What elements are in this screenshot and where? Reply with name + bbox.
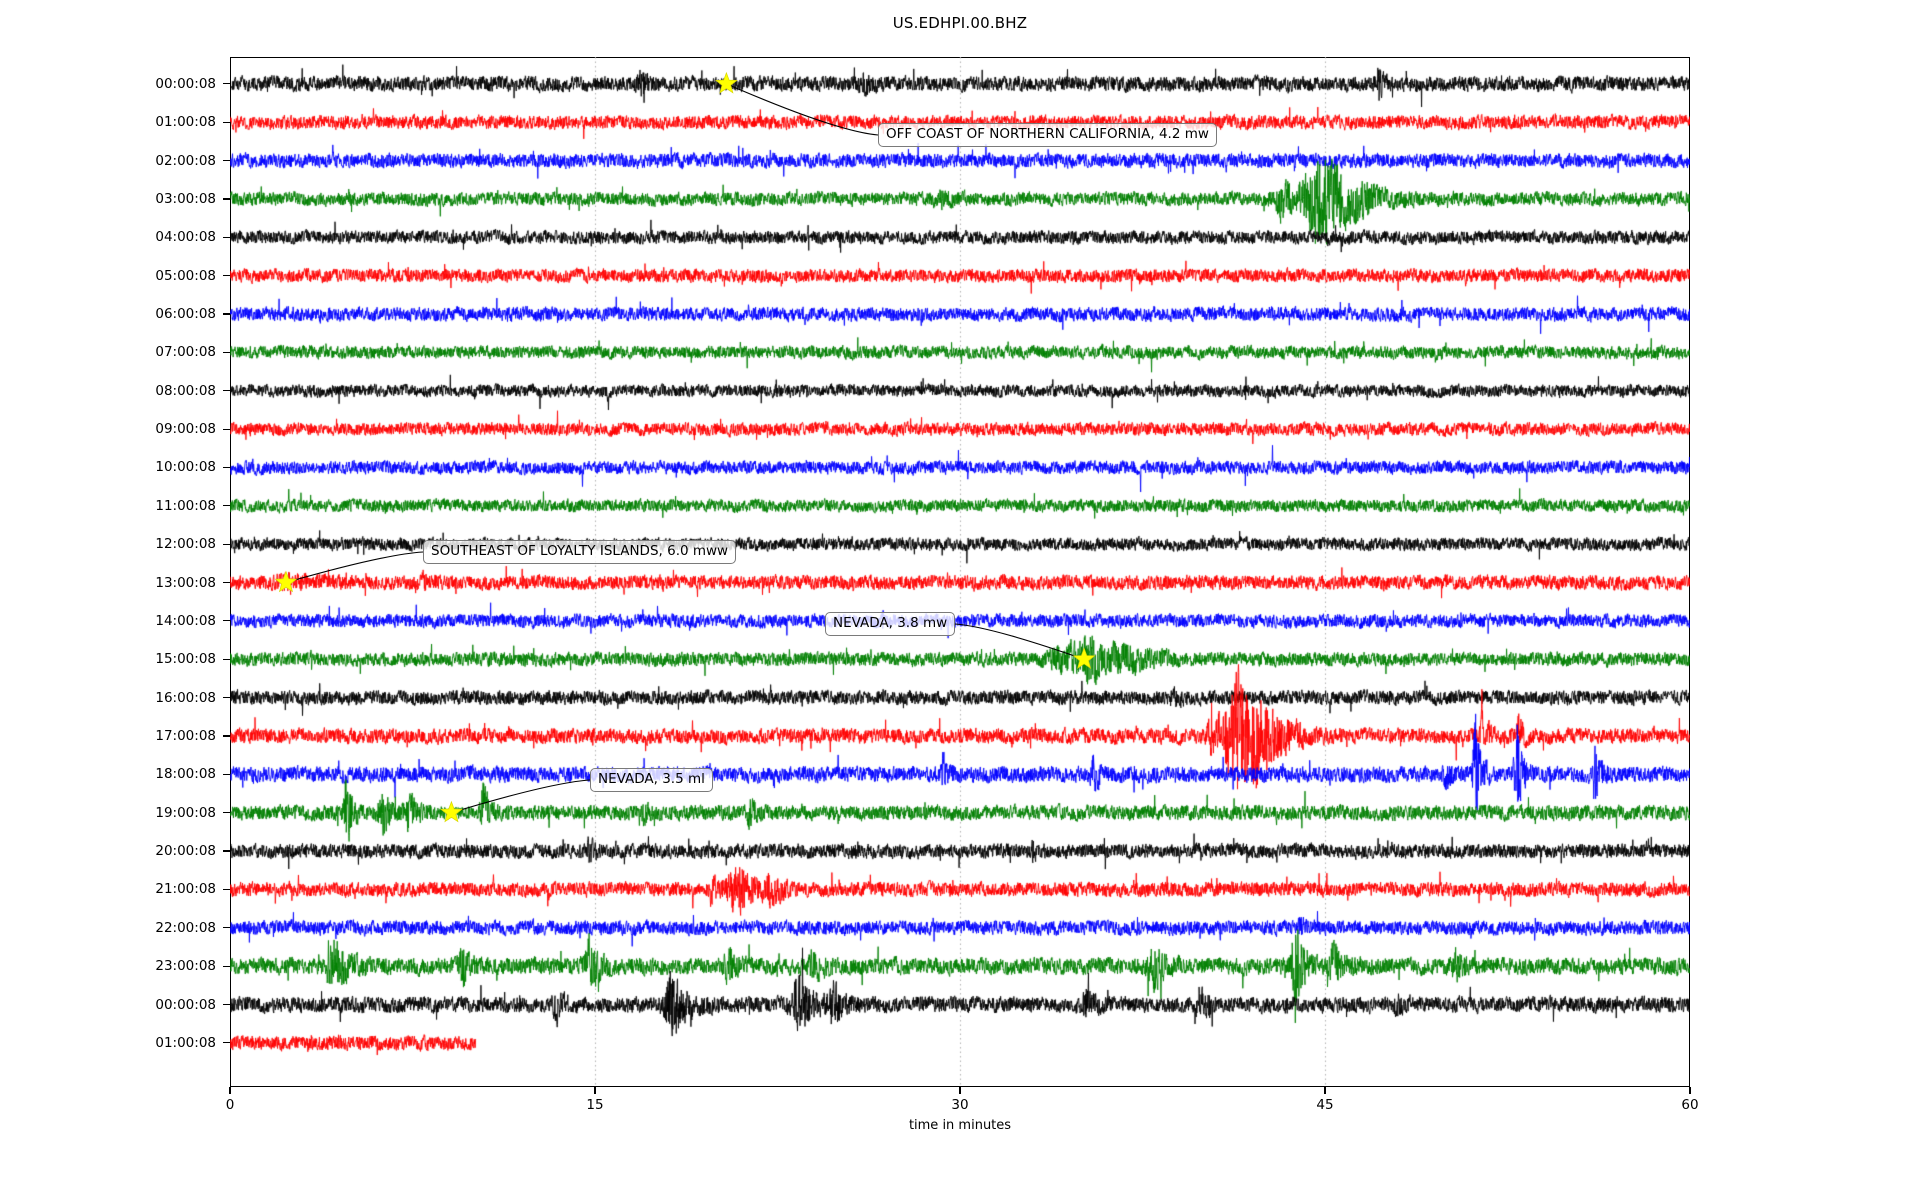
x-axis-tick-mark (959, 1087, 961, 1094)
y-axis-tick-mark (223, 965, 230, 967)
y-axis-tick-mark (223, 543, 230, 545)
y-axis-tick-mark (223, 773, 230, 775)
y-axis-tick-mark (223, 620, 230, 622)
y-axis-tick-label: 19:00:08 (155, 804, 216, 821)
y-axis-tick-label: 00:00:08 (155, 75, 216, 92)
y-axis-tick-label: 03:00:08 (155, 190, 216, 207)
y-axis-tick-mark (223, 351, 230, 353)
y-axis-tick-mark (223, 505, 230, 507)
y-axis-tick-label: 04:00:08 (155, 229, 216, 246)
x-axis-tick-label: 30 (951, 1097, 969, 1113)
y-axis-tick-label: 02:00:08 (155, 152, 216, 169)
y-axis-tick-label: 17:00:08 (155, 727, 216, 744)
x-axis-tick-label: 15 (586, 1097, 604, 1113)
y-axis-tick-label: 11:00:08 (155, 497, 216, 514)
y-axis-tick-mark (223, 927, 230, 929)
y-axis-tick-mark (223, 888, 230, 891)
y-axis-tick-mark (223, 697, 230, 699)
y-axis-tick-mark (223, 275, 230, 277)
y-axis-tick-mark (223, 236, 230, 238)
y-axis-tick-label: 14:00:08 (155, 612, 216, 629)
y-axis-tick-label: 00:00:08 (155, 996, 216, 1013)
y-axis-tick-label: 08:00:08 (155, 382, 216, 399)
event-annotation-label[interactable]: SOUTHEAST OF LOYALTY ISLANDS, 6.0 mww (423, 540, 737, 564)
y-axis-tick-label: 10:00:08 (155, 459, 216, 476)
y-axis-tick-mark (223, 850, 230, 852)
x-axis-tick-label: 45 (1316, 1097, 1334, 1113)
y-axis-tick-mark (223, 1003, 230, 1006)
y-axis-tick-mark (223, 658, 230, 660)
x-axis-tick-label: 0 (225, 1097, 235, 1113)
seismogram-trace-canvas (230, 57, 1690, 1087)
y-axis-tick-mark (223, 428, 230, 430)
y-axis-tick-label: 06:00:08 (155, 306, 216, 323)
x-axis-tick-label: 60 (1681, 1097, 1699, 1113)
page-title: US.EDHPI.00.BHZ (892, 14, 1028, 32)
x-axis-tick-mark (594, 1087, 596, 1094)
x-axis-title: time in minutes (908, 1118, 1012, 1133)
y-axis-tick-label: 23:00:08 (155, 958, 216, 975)
y-axis-tick-label: 22:00:08 (155, 919, 216, 936)
y-axis-tick-label: 15:00:08 (155, 651, 216, 668)
event-annotation-label[interactable]: OFF COAST OF NORTHERN CALIFORNIA, 4.2 mw (878, 123, 1217, 147)
x-axis-tick-mark (1324, 1087, 1326, 1094)
y-axis-tick-label: 09:00:08 (155, 421, 216, 438)
y-axis-tick-mark (223, 466, 230, 469)
y-axis-tick-label: 13:00:08 (155, 574, 216, 591)
y-axis-tick-mark (223, 735, 230, 737)
y-axis-tick-label: 12:00:08 (155, 536, 216, 553)
y-axis-tick-mark (223, 159, 230, 162)
y-axis-tick-label: 18:00:08 (155, 766, 216, 783)
x-axis-tick-mark (229, 1087, 231, 1094)
y-axis-tick-mark (223, 121, 230, 123)
y-axis-tick-label: 05:00:08 (155, 267, 216, 284)
y-axis-tick-mark (223, 313, 230, 315)
y-axis-tick-label: 07:00:08 (155, 344, 216, 361)
y-axis-tick-label: 20:00:08 (155, 843, 216, 860)
y-axis-tick-label: 01:00:08 (155, 1034, 216, 1051)
x-axis-tick-mark (1689, 1087, 1691, 1094)
y-axis-tick-mark (223, 83, 230, 85)
y-axis-tick-label: 16:00:08 (155, 689, 216, 706)
event-annotation-label[interactable]: NEVADA, 3.5 ml (590, 768, 713, 792)
y-axis-tick-label: 01:00:08 (155, 114, 216, 131)
y-axis-tick-mark (223, 812, 230, 814)
y-axis-tick-mark (223, 390, 230, 392)
event-annotation-label[interactable]: NEVADA, 3.8 mw (825, 612, 956, 636)
y-axis-tick-mark (223, 1042, 230, 1044)
y-axis-tick-mark (223, 581, 230, 584)
y-axis-tick-label: 21:00:08 (155, 881, 216, 898)
y-axis-tick-mark (223, 198, 230, 200)
